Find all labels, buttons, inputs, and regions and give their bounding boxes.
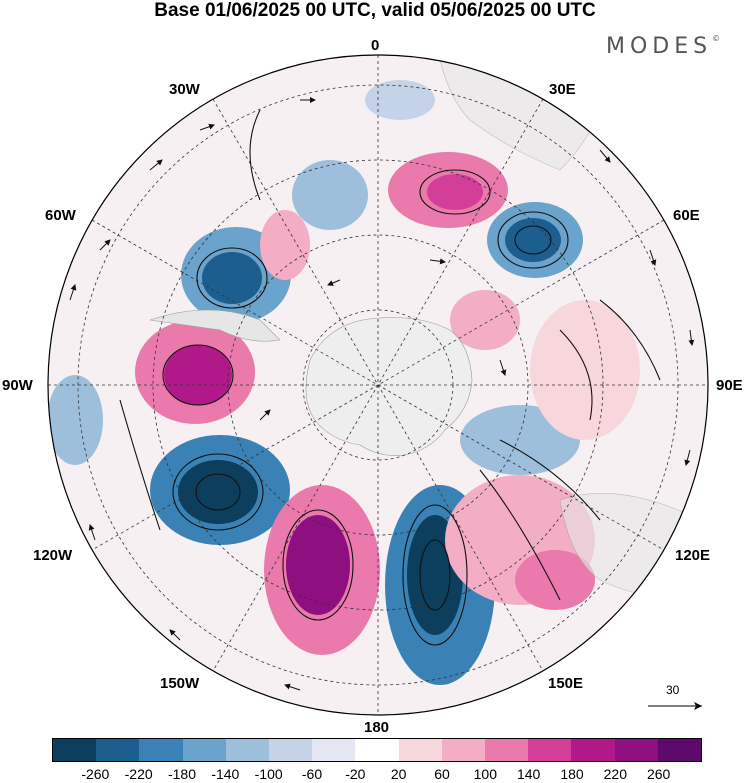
- lon-label-60w: 60W: [45, 207, 76, 224]
- lon-label-90w: 90W: [2, 377, 33, 394]
- colorbar-swatch: [614, 739, 658, 761]
- antarctica-landmass: [305, 317, 473, 456]
- colorbar-tick-label: 220: [603, 766, 628, 782]
- south-america-landmass: [149, 309, 281, 342]
- wind-vectors: [69, 97, 695, 691]
- streamlines: [119, 109, 661, 646]
- colorbar-swatch: [53, 739, 97, 761]
- lon-label-30e: 30E: [549, 81, 576, 98]
- colorbar-tick-label: -140: [211, 766, 240, 782]
- lon-label-120e: 120E: [675, 547, 711, 564]
- map-title: Base 01/06/2025 00 UTC, valid 05/06/2025…: [154, 0, 596, 21]
- colorbar-tick-label: -100: [254, 766, 283, 782]
- map-disk: [48, 55, 708, 715]
- colorbar-tick-label: 100: [473, 766, 498, 782]
- colorbar-tick-label: -20: [345, 766, 366, 782]
- colorbar-swatch: [96, 739, 140, 761]
- lon-label-120w: 120W: [33, 547, 73, 564]
- colorbar-swatch: [441, 739, 486, 761]
- map-border: [47, 54, 709, 716]
- brand-name: MODES: [606, 34, 713, 59]
- colorbar-swatch: [355, 739, 399, 761]
- reference-vector-value: 30: [666, 683, 680, 697]
- colorbar-tick-label: 180: [560, 766, 584, 782]
- lon-label-0: 0: [371, 37, 380, 54]
- colorbar-swatch: [528, 739, 572, 761]
- colorbar-swatch: [182, 739, 226, 761]
- brand-mark: ©: [712, 34, 721, 43]
- colorbar-swatch: [657, 739, 702, 761]
- lon-label-150w: 150W: [160, 675, 200, 692]
- colorbar: [52, 738, 702, 762]
- reference-vector-arrow-icon: [648, 702, 702, 710]
- lon-label-180: 180: [364, 719, 390, 736]
- colorbar-swatch: [225, 739, 270, 761]
- colorbar-swatch: [398, 739, 442, 761]
- colorbar-swatch: [485, 739, 529, 761]
- lon-label-60e: 60E: [673, 207, 700, 224]
- colorbar-swatch: [312, 739, 356, 761]
- colorbar-tick-label: -60: [301, 766, 323, 782]
- colorbar-tick-label: 20: [390, 766, 407, 782]
- colorbar-tick-label: 260: [646, 766, 671, 782]
- modes-logo: MODES©: [606, 34, 720, 59]
- lon-label-90e: 90E: [716, 377, 743, 394]
- colorbar-tick-label: -180: [167, 766, 197, 782]
- colorbar-tick-label: -220: [124, 766, 153, 782]
- colorbar-swatch: [269, 739, 313, 761]
- colorbar-tick-label: 140: [516, 766, 541, 782]
- graticule: [48, 55, 708, 715]
- colorbar-swatch: [139, 739, 183, 761]
- colorbar-tick-label: -260: [81, 766, 110, 782]
- anomaly-fields: [48, 80, 640, 685]
- lon-label-30w: 30W: [169, 81, 200, 98]
- colorbar-ticks: -260 -220 -180 -140 -100 -60 -20 20 60 100 140 180 2…: [0, 766, 750, 782]
- colorbar-tick-label: 60: [434, 766, 450, 782]
- colorbar-swatch: [571, 739, 615, 761]
- lon-label-150e: 150E: [548, 675, 584, 692]
